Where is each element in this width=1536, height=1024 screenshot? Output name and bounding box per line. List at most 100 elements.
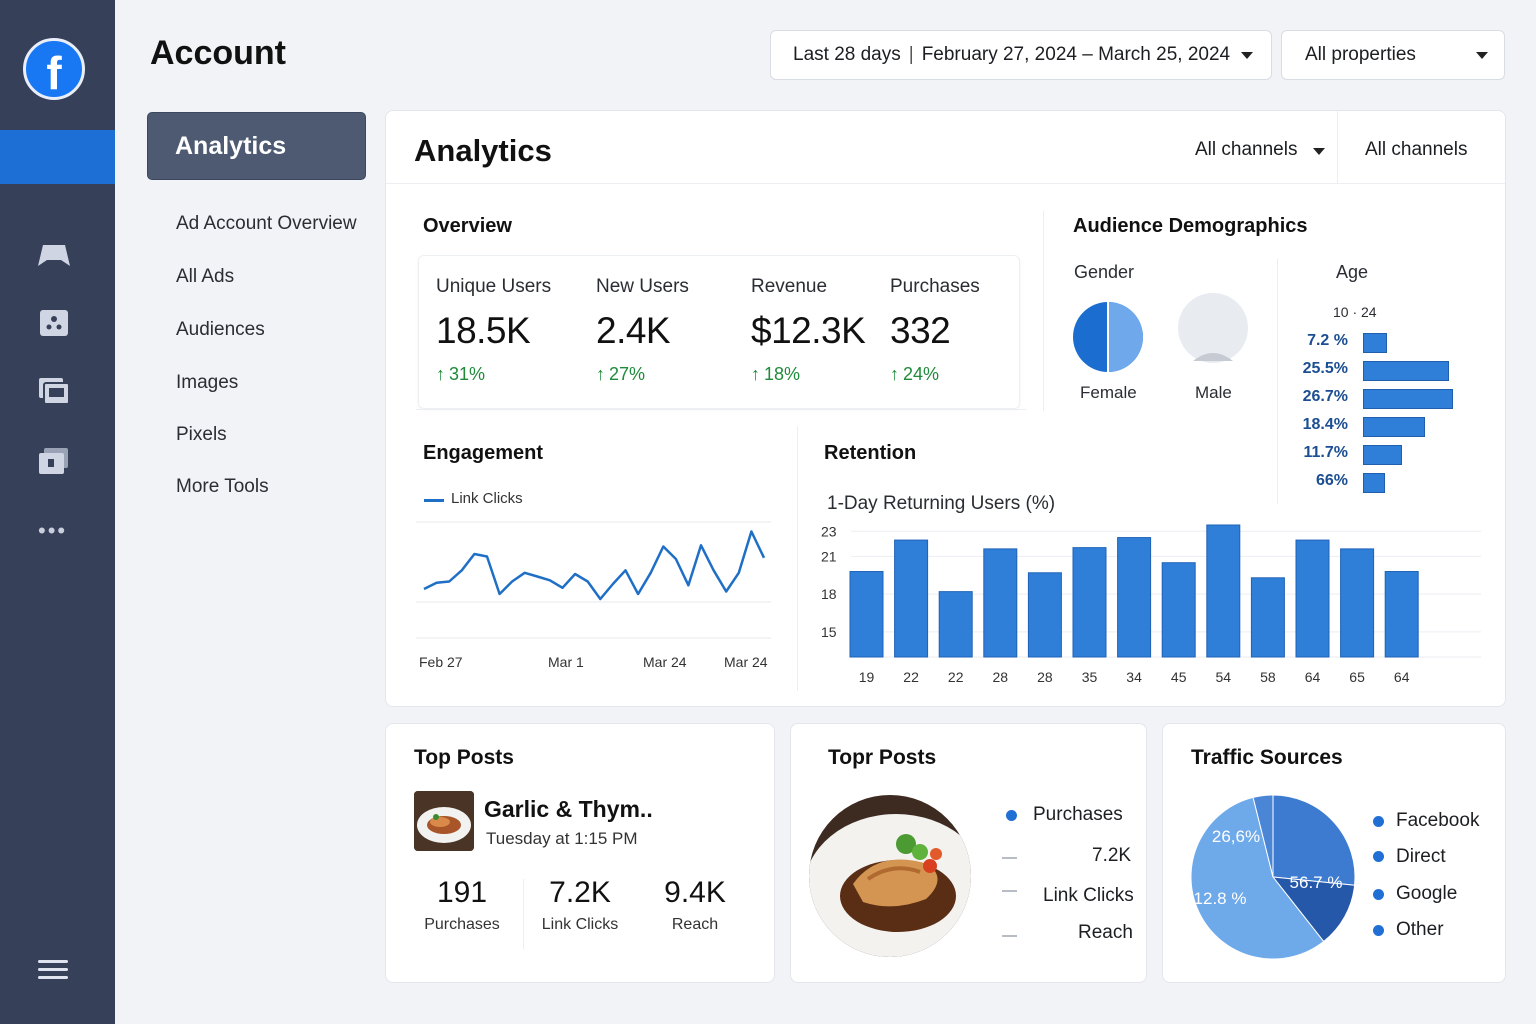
groups-icon[interactable] bbox=[37, 308, 71, 338]
nav-item-images[interactable]: Images bbox=[176, 372, 239, 393]
x-tick-label: Mar 24 bbox=[643, 654, 687, 670]
stat-label: Link Clicks bbox=[541, 916, 619, 933]
x-tick-label: 58 bbox=[1260, 669, 1276, 685]
legend-other: Other bbox=[1396, 919, 1444, 940]
date-range-preset: Last 28 days bbox=[793, 44, 901, 65]
chevron-down-icon bbox=[1313, 148, 1325, 155]
post-name[interactable]: Garlic & Thym.. bbox=[484, 796, 653, 822]
link-clicks-line bbox=[423, 530, 766, 601]
kpi-delta-value: 24% bbox=[903, 364, 940, 384]
legend-dot bbox=[1373, 851, 1384, 862]
date-range-dropdown[interactable]: Last 28 days | February 27, 2024 – March… bbox=[770, 30, 1272, 80]
y-tick-label: 21 bbox=[821, 548, 837, 564]
pages-icon[interactable] bbox=[37, 376, 71, 406]
age-bar bbox=[1363, 417, 1426, 437]
pie-slice bbox=[1272, 794, 1356, 886]
stat-value: 191 bbox=[436, 876, 488, 909]
legend-direct: Direct bbox=[1396, 846, 1446, 867]
age-value-label: 7.2 % bbox=[1307, 332, 1348, 349]
y-tick-label: 18 bbox=[821, 586, 837, 602]
facebook-logo-icon[interactable]: f bbox=[23, 38, 85, 100]
header-rule bbox=[386, 183, 1505, 184]
topr-posts-title: Topr Posts bbox=[828, 746, 937, 769]
age-bar bbox=[1363, 361, 1449, 381]
topr-posts-card: Topr Posts Purchases 7.2K Link Clicks Re… bbox=[790, 723, 1147, 983]
arrow-up-icon: ↑ bbox=[596, 364, 605, 384]
x-tick-label: 64 bbox=[1305, 669, 1321, 685]
nav-item-ad-account-overview[interactable]: Ad Account Overview bbox=[176, 213, 357, 234]
legend-dash bbox=[1002, 890, 1017, 892]
legend-dot bbox=[1373, 925, 1384, 936]
retention-chart: 15 18 21 23 19 22 22 28 28 35 34 45 54 58 64 65 64 bbox=[821, 523, 1481, 685]
retention-bar bbox=[1161, 562, 1196, 658]
section-divider bbox=[797, 426, 798, 691]
kpi-new-users: New Users 2.4K ↑ 27% bbox=[596, 276, 689, 385]
legend-google: Google bbox=[1396, 883, 1458, 904]
channels-dropdown[interactable]: All channels bbox=[1195, 139, 1297, 161]
legend-dot bbox=[1373, 816, 1384, 827]
nav-item-pixels[interactable]: Pixels bbox=[176, 424, 227, 445]
age-value-label: 18.4% bbox=[1302, 416, 1348, 433]
properties-label: All properties bbox=[1305, 44, 1416, 65]
kpi-value: 18.5K bbox=[436, 310, 531, 351]
section-divider bbox=[1043, 211, 1044, 411]
menu-icon[interactable] bbox=[38, 960, 68, 984]
retention-title: Retention bbox=[824, 442, 917, 464]
stat-label: Reach bbox=[671, 916, 719, 933]
page-title: Account bbox=[150, 34, 286, 72]
y-tick-label: 23 bbox=[821, 523, 837, 539]
section-divider bbox=[1277, 259, 1278, 504]
section-rule bbox=[416, 409, 1026, 410]
retention-bar bbox=[938, 591, 973, 658]
kpi-delta-value: 18% bbox=[764, 364, 801, 384]
gender-female-icon bbox=[1073, 302, 1143, 372]
pie-slice bbox=[1252, 794, 1274, 878]
x-tick-label: Feb 27 bbox=[419, 654, 463, 670]
x-tick-label: 54 bbox=[1216, 669, 1232, 685]
kpi-unique-users: Unique Users 18.5K ↑ 31% bbox=[436, 276, 551, 385]
gender-label: Gender bbox=[1074, 262, 1135, 282]
pie-label: 56.7 % bbox=[1290, 873, 1343, 892]
pie-label: 12.8 % bbox=[1194, 889, 1247, 908]
traffic-sources-card: Traffic Sources 26,6% 12.8 % 56.7 % Facebo… bbox=[1162, 723, 1506, 983]
kpi-delta: ↑ 31% bbox=[436, 364, 551, 385]
analytics-title: Analytics bbox=[414, 133, 552, 168]
wallet-icon[interactable] bbox=[37, 446, 71, 476]
nav-item-all-ads[interactable]: All Ads bbox=[176, 266, 235, 287]
post-stat-reach: 9.4K Reach bbox=[645, 876, 745, 934]
pie-slice bbox=[1190, 796, 1325, 960]
x-tick-label: 65 bbox=[1349, 669, 1365, 685]
post-thumbnail[interactable] bbox=[414, 791, 474, 851]
post-stat-link-clicks: 7.2K Link Clicks bbox=[530, 876, 630, 934]
channels-tab[interactable]: All channels bbox=[1365, 139, 1468, 160]
left-rail: f ••• bbox=[0, 0, 115, 1024]
female-label: Female bbox=[1080, 383, 1137, 402]
legend-swatch bbox=[424, 499, 444, 502]
age-bar bbox=[1363, 333, 1388, 353]
kpi-value: 332 bbox=[890, 310, 951, 351]
nav-item-audiences[interactable]: Audiences bbox=[176, 319, 265, 340]
retention-bar bbox=[1295, 539, 1330, 658]
overview-title: Overview bbox=[423, 215, 512, 237]
age-bar bbox=[1363, 445, 1403, 465]
kpi-label: Revenue bbox=[751, 276, 828, 297]
nav-item-analytics[interactable]: Analytics bbox=[147, 112, 366, 180]
legend-link-clicks: Link Clicks bbox=[1043, 885, 1134, 906]
x-tick-label: 45 bbox=[1171, 669, 1187, 685]
kpi-label: New Users bbox=[596, 276, 689, 297]
properties-dropdown[interactable]: All properties bbox=[1281, 30, 1505, 80]
analytics-card: Analytics All channels All channels Over… bbox=[385, 110, 1506, 707]
kpi-delta-value: 27% bbox=[609, 364, 646, 384]
chevron-down-icon bbox=[1241, 52, 1253, 59]
legend-link-clicks: Link Clicks bbox=[451, 490, 523, 507]
gamepad-icon[interactable] bbox=[37, 240, 71, 270]
stat-divider bbox=[523, 879, 524, 949]
x-tick-label: Mar 24 bbox=[724, 654, 768, 670]
more-icon[interactable]: ••• bbox=[38, 518, 68, 543]
age-value-label: 26.7% bbox=[1302, 388, 1348, 405]
nav-item-more-tools[interactable]: More Tools bbox=[176, 476, 269, 497]
post-time: Tuesday at 1:15 PM bbox=[486, 829, 638, 848]
traffic-pie-chart: 26,6% 12.8 % 56.7 % bbox=[1190, 794, 1356, 960]
stat-value: 7.2K bbox=[549, 876, 611, 909]
chevron-down-icon bbox=[1476, 52, 1488, 59]
